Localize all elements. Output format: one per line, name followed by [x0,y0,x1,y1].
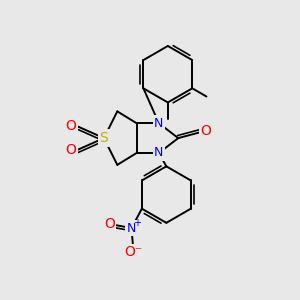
Text: O: O [65,119,76,133]
Text: O: O [65,143,76,157]
Text: S: S [100,131,108,145]
Text: O⁻: O⁻ [124,245,142,260]
Text: O: O [200,124,211,138]
Text: N: N [154,146,164,160]
Text: +: + [133,218,140,228]
Text: O: O [104,217,115,231]
Text: N: N [154,117,164,130]
Text: N: N [127,221,136,235]
